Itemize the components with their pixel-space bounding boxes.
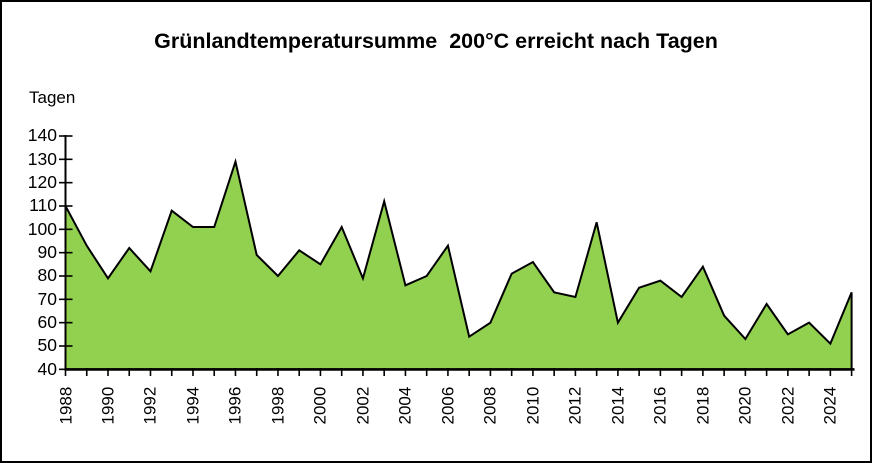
y-axis-unit-label: Tagen	[29, 88, 76, 107]
x-tick-label: 1996	[225, 386, 245, 424]
x-tick-label: 2022	[778, 386, 798, 424]
x-tick-label: 1994	[183, 386, 203, 424]
x-tick-label: 2008	[480, 386, 500, 424]
x-tick-label: 2012	[565, 386, 585, 424]
y-tick-label: 110	[29, 195, 57, 216]
y-tick-label: 90	[37, 242, 57, 263]
y-tick-label: 100	[27, 218, 57, 239]
x-tick-label: 2006	[438, 386, 458, 424]
y-tick-label: 120	[27, 172, 57, 193]
x-tick-label: 2010	[523, 386, 543, 424]
x-tick-label: 2000	[310, 386, 330, 424]
y-tick-label: 60	[37, 312, 57, 333]
x-tick-label: 1992	[140, 386, 160, 424]
x-tick-label: 2004	[395, 386, 415, 424]
y-tick-label: 50	[37, 335, 57, 356]
x-tick-label: 1998	[268, 386, 288, 424]
x-tick-label: 2024	[820, 386, 840, 424]
y-tick-label: 80	[37, 265, 57, 286]
x-tick-label: 2018	[693, 386, 713, 424]
y-tick-label: 40	[37, 358, 57, 379]
x-tick-label: 2002	[353, 386, 373, 424]
x-tick-label: 2020	[735, 386, 755, 424]
area-series	[64, 157, 853, 371]
x-tick-label: 1988	[56, 386, 75, 424]
x-tick-label: 2014	[608, 386, 628, 424]
chart-title: Grünlandtemperatursumme 200°C erreicht n…	[154, 29, 718, 53]
y-tick-label: 130	[27, 148, 57, 169]
y-tick-label: 140	[27, 125, 57, 146]
x-tick-label: 1990	[98, 386, 118, 424]
x-tick-label: 2016	[650, 386, 670, 424]
y-tick-label: 70	[37, 288, 57, 309]
